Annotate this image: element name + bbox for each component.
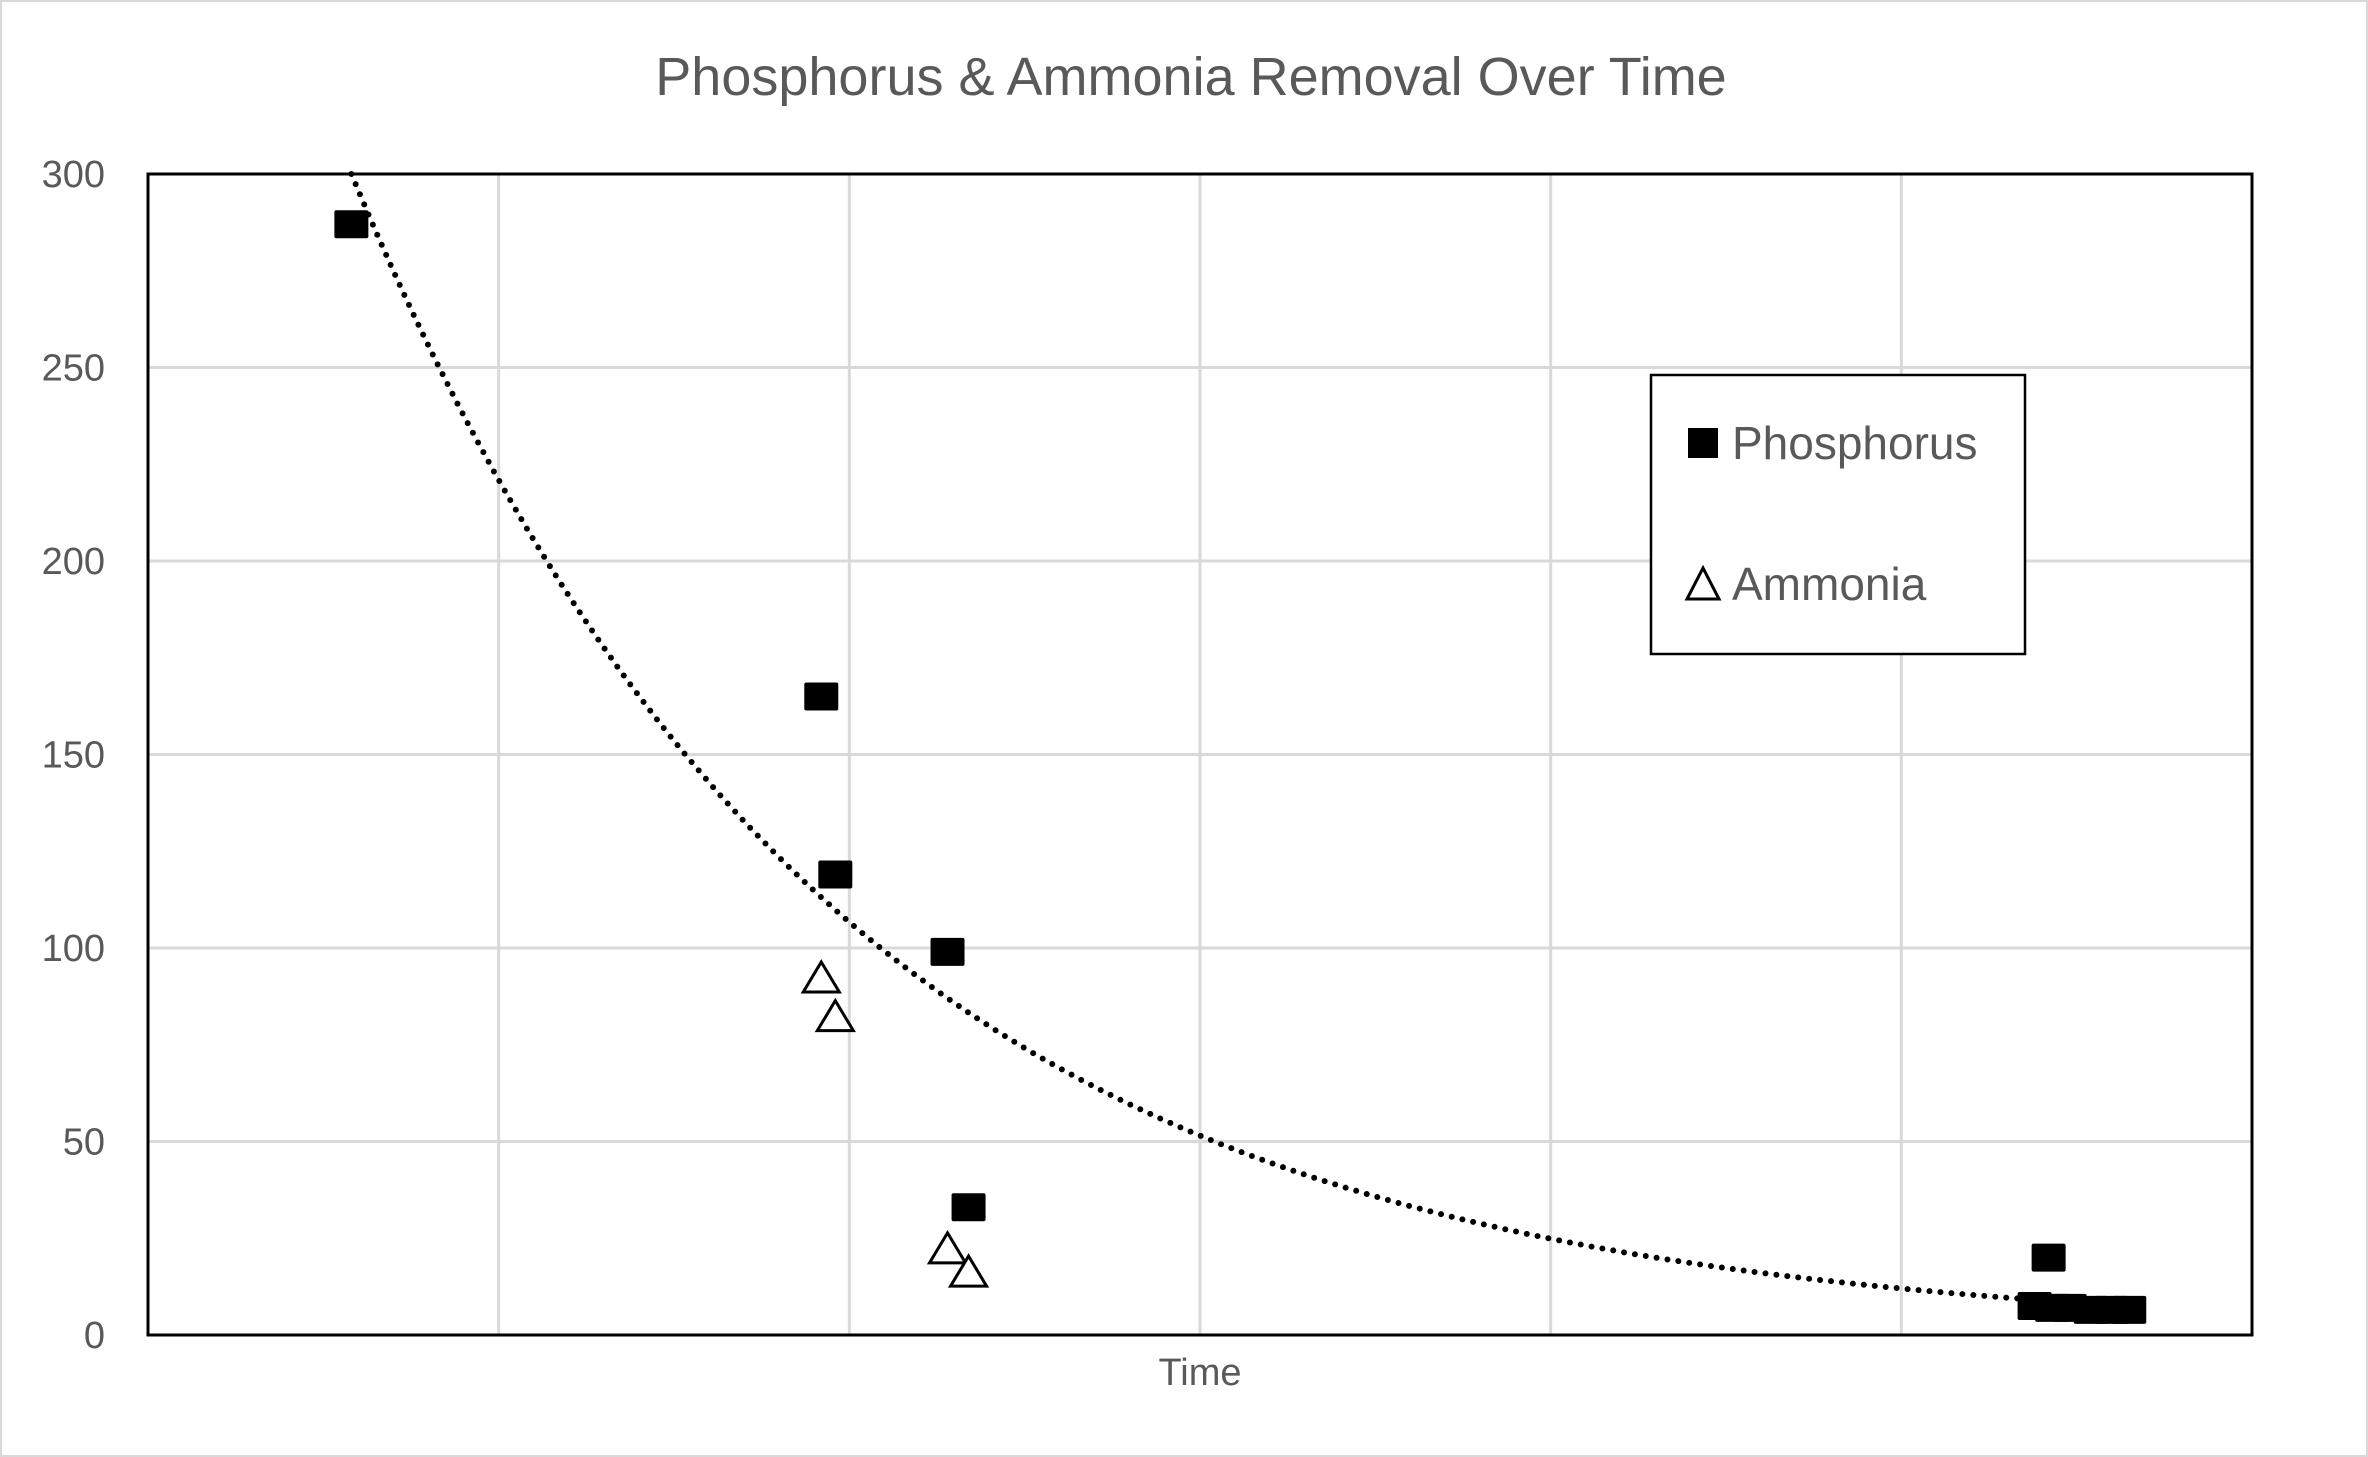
exponential-trendline (348, 171, 2129, 1309)
trendline (348, 171, 2129, 1309)
legend-phosphorus-label: Phosphorus (1732, 417, 1978, 469)
legend-phosphorus-marker (1688, 428, 1718, 458)
ammonia-point (947, 1253, 990, 1288)
y-tick-label: 200 (42, 541, 105, 583)
ammonia-point (800, 959, 842, 994)
y-tick-label: 300 (42, 154, 105, 196)
gridlines (148, 172, 2252, 1337)
phosphorus-point (930, 937, 965, 966)
phosphorus-point (804, 682, 839, 711)
y-tick-label: 0 (84, 1315, 105, 1357)
plot-area-border (146, 172, 2254, 1337)
phosphorus-point (951, 1193, 986, 1222)
x-axis-label: Time (1158, 1352, 1241, 1394)
legend-box (1649, 373, 2027, 656)
y-tick-label: 50 (63, 1122, 105, 1164)
legend-ammonia-label: Ammonia (1732, 558, 1927, 610)
y-tick-label: 250 (42, 348, 105, 390)
data-points (334, 210, 2147, 1324)
ammonia-point (926, 1229, 969, 1265)
y-tick-label: 150 (42, 735, 105, 777)
phosphorus-point (2112, 1295, 2147, 1324)
chart-title: Phosphorus & Ammonia Removal Over Time (655, 47, 1726, 107)
ammonia-point (814, 997, 856, 1033)
legend-ammonia-marker (1684, 564, 1722, 601)
phosphorus-point (334, 210, 369, 239)
y-tick-label: 100 (42, 928, 105, 970)
y-axis-ticks: 0 50 100 150 200 250 300 (42, 154, 105, 1357)
phosphorus-point (2031, 1243, 2066, 1272)
legend: Phosphorus Ammonia (1649, 373, 2027, 656)
phosphorus-point (818, 860, 853, 889)
